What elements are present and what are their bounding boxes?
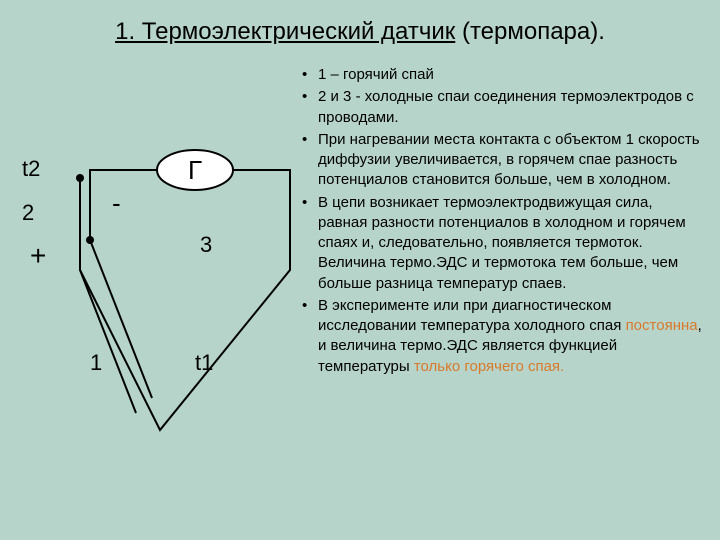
label-t1: t1 [195,350,213,376]
label-2: 2 [22,200,34,226]
bullet-item: При нагревании места контакта с объектом… [300,130,705,191]
label-1: 1 [90,350,102,376]
thermocouple-diagram: t2 2 + - Г 3 1 t1 [30,140,290,440]
title-underlined: 1. Термоэлектрический датчик [115,18,455,45]
highlight-text: постоянна [626,317,698,334]
bullet-item: В эксперименте или при диагностическом и… [300,296,705,377]
bullet-text: При нагревании места контакта с объектом… [318,131,700,189]
label-t2: t2 [22,156,40,182]
bullet-text: В эксперименте или при диагностическом и… [318,297,626,334]
diagram-svg [30,140,310,450]
bullet-item: 1 – горячий спай [300,65,705,85]
bullet-item: 2 и 3 - холодные спаи соединения термоэл… [300,87,705,128]
label-plus: + [30,240,46,272]
page-title: 1. Термоэлектрический датчик (термопара)… [0,18,720,46]
bullet-item: В цепи возникает термоэлектродвижущая си… [300,193,705,294]
label-g: Г [188,155,202,186]
bullet-text: В цепи возникает термоэлектродвижущая си… [318,194,686,292]
label-3: 3 [200,232,212,258]
label-minus: - [112,188,121,219]
bullet-text: 2 и 3 - холодные спаи соединения термоэл… [318,88,694,125]
highlight-text: только горячего спая. [414,358,564,375]
bullet-list: 1 – горячий спай 2 и 3 - холодные спаи со… [300,65,705,379]
bullet-text: 1 – горячий спай [318,66,434,83]
title-rest: (термопара). [455,18,605,45]
